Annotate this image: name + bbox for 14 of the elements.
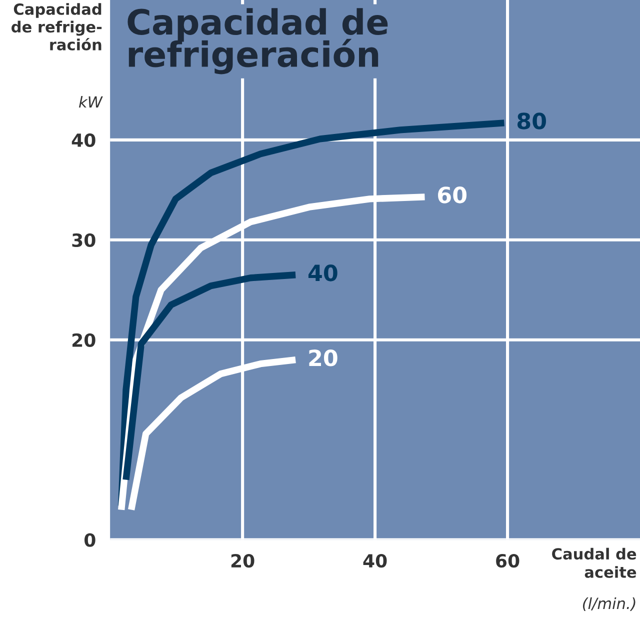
text: Capacidad de refrige- ración kW (12, 3, 103, 108)
text: Caudal de aceite (l/min.) (552, 548, 636, 611)
series-label: 40 (308, 264, 338, 282)
x-tick-label: 40 (363, 554, 387, 568)
x-tick-label: 60 (496, 554, 520, 568)
y-tick-label: 20 (72, 333, 96, 347)
series-label: 20 (309, 349, 338, 366)
y-tick-label: 30 (72, 233, 96, 248)
y-tick-label: 0 (84, 533, 96, 547)
series-label: 80 (517, 112, 546, 130)
y-tick-label: 40 (72, 133, 96, 148)
x-tick-label: 20 (231, 554, 254, 568)
text: Capacidad de refrigeración (128, 8, 388, 74)
series-label: 60 (438, 186, 467, 204)
